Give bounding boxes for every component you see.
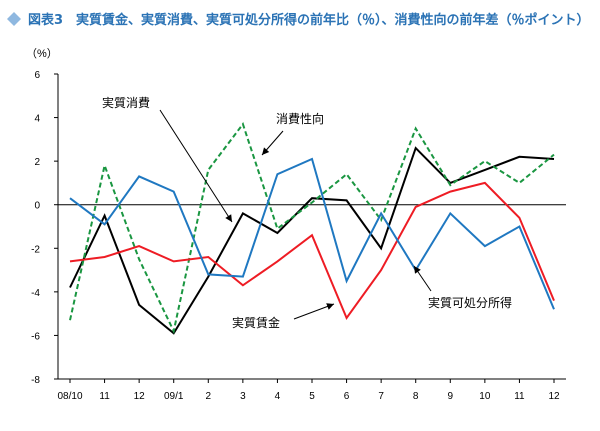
y-axis-unit-label: （%） bbox=[26, 47, 58, 60]
arrowhead-icon bbox=[414, 266, 421, 274]
x-tick-label: 9 bbox=[448, 391, 454, 402]
annotation-label: 実質賃金 bbox=[232, 315, 280, 330]
annotation-leader-line bbox=[293, 303, 335, 320]
y-tick-label: 0 bbox=[34, 201, 40, 212]
y-tick-label: -8 bbox=[31, 375, 40, 386]
x-tick-label: 7 bbox=[378, 391, 384, 402]
annotation-label: 実質可処分所得 bbox=[428, 295, 512, 310]
axes: -8 -6 -4 -2 0 2 4 6 08/10 11 12 09/1 2 3 4 5 6 7 8 9 10 11 12 bbox=[31, 70, 566, 402]
x-tick-label: 3 bbox=[240, 391, 246, 402]
x-tick-label: 09/1 bbox=[164, 391, 184, 402]
chart-title: 図表3 実質賃金、実質消費、実質可処分所得の前年比（％）、消費性向の前年差（％ポ… bbox=[28, 12, 590, 28]
x-tick-label: 5 bbox=[309, 391, 315, 402]
annotation-leader-line bbox=[159, 109, 233, 223]
x-tick-label: 08/10 bbox=[57, 391, 82, 402]
x-tick-label: 11 bbox=[514, 391, 525, 402]
arrowhead-icon bbox=[225, 214, 232, 222]
x-tick-label: 8 bbox=[413, 391, 419, 402]
arrowhead-icon bbox=[262, 147, 270, 155]
chart-title-group: 図表3 実質賃金、実質消費、実質可処分所得の前年比（％）、消費性向の前年差（％ポ… bbox=[7, 12, 590, 28]
x-tick-label: 4 bbox=[275, 391, 281, 402]
x-tick-label: 11 bbox=[99, 391, 110, 402]
annotation-label: 実質消費 bbox=[102, 95, 150, 110]
title-diamond-icon bbox=[7, 12, 21, 26]
x-tick-label: 2 bbox=[206, 391, 212, 402]
y-tick-label: -4 bbox=[31, 288, 40, 299]
series-line-real-consumption bbox=[69, 146, 555, 335]
series-line-real-wages bbox=[69, 181, 555, 321]
x-tick-label: 12 bbox=[134, 391, 146, 402]
x-tick-label: 6 bbox=[344, 391, 350, 402]
y-tick-label: 2 bbox=[34, 157, 40, 168]
y-tick-label: -6 bbox=[31, 331, 40, 342]
annotation-label: 消費性向 bbox=[276, 111, 324, 126]
x-tick-label: 12 bbox=[548, 391, 560, 402]
series-layer bbox=[69, 121, 555, 335]
series-line-real-disposable-income bbox=[69, 157, 555, 310]
series-line-propensity-to-consume bbox=[69, 121, 555, 335]
y-tick-label: 6 bbox=[34, 70, 40, 81]
arrowhead-icon bbox=[326, 303, 334, 310]
x-tick-label: 10 bbox=[479, 391, 491, 402]
y-tick-label: 4 bbox=[34, 114, 40, 125]
y-tick-label: -2 bbox=[31, 244, 40, 255]
